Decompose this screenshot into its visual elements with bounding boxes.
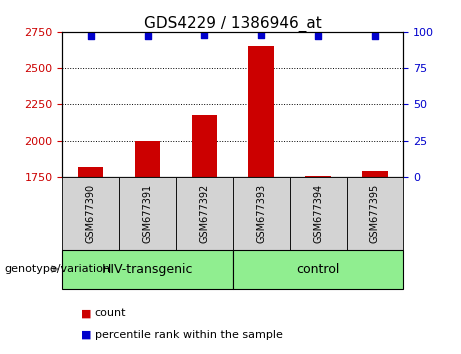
Text: count: count — [95, 308, 126, 318]
Text: HIV-transgenic: HIV-transgenic — [102, 263, 193, 275]
Bar — [305, 176, 331, 177]
Text: GSM677391: GSM677391 — [142, 184, 153, 243]
Point — [201, 33, 208, 38]
Text: ■: ■ — [81, 330, 91, 339]
Text: percentile rank within the sample: percentile rank within the sample — [95, 330, 283, 339]
Text: control: control — [296, 263, 340, 275]
Point — [87, 33, 95, 39]
Text: ■: ■ — [81, 308, 91, 318]
Text: GSM677395: GSM677395 — [370, 184, 380, 243]
Point — [314, 33, 322, 39]
Bar — [135, 141, 160, 177]
Bar — [248, 46, 274, 177]
Text: GSM677393: GSM677393 — [256, 184, 266, 243]
Title: GDS4229 / 1386946_at: GDS4229 / 1386946_at — [144, 16, 322, 32]
Point — [144, 33, 151, 39]
Text: GSM677390: GSM677390 — [86, 184, 96, 243]
Text: GSM677394: GSM677394 — [313, 184, 323, 243]
Bar — [362, 171, 388, 177]
Bar — [78, 167, 103, 177]
Point — [258, 32, 265, 38]
Point — [371, 33, 378, 39]
Text: GSM677392: GSM677392 — [199, 184, 209, 243]
Text: genotype/variation: genotype/variation — [5, 264, 111, 274]
Bar — [192, 115, 217, 177]
